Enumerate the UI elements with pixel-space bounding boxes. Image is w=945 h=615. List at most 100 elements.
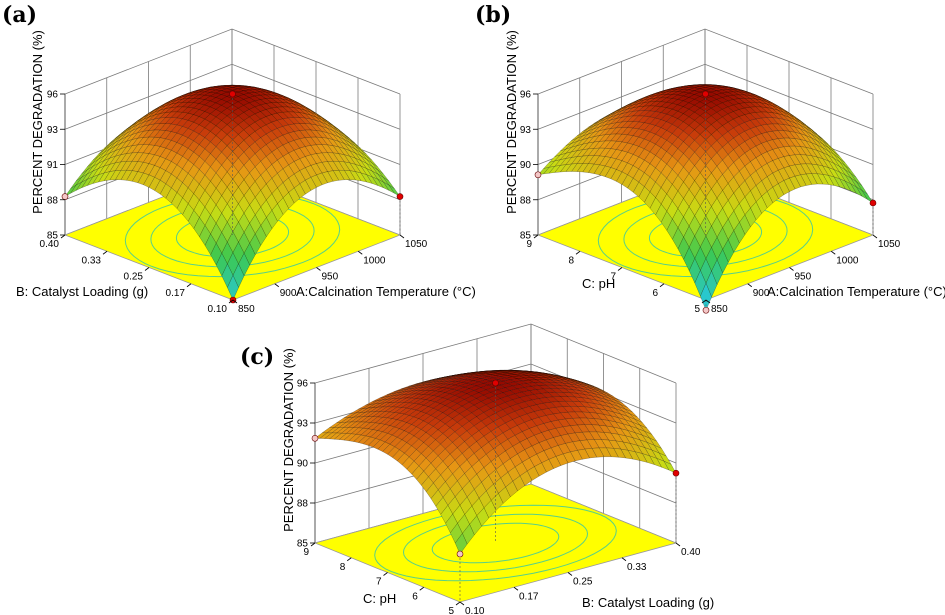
left-axis-tick-label: 0.17 — [166, 288, 186, 299]
design-point-left-corner — [61, 193, 69, 200]
contour-line — [374, 504, 617, 582]
right-axis-tick-label: 1050 — [878, 239, 901, 250]
contour-line — [402, 513, 589, 573]
z-tick-label: 88 — [47, 195, 59, 206]
right-axis-tick-mark — [789, 267, 794, 271]
left-axis-tick-mark — [617, 267, 623, 271]
left-axis-tick-label: 0.40 — [40, 239, 60, 250]
left-axis-tick-label: 9 — [526, 239, 532, 250]
left-axis-tick-label: 0.33 — [82, 255, 102, 266]
design-point-center — [492, 379, 499, 387]
left-axis-tick-mark — [701, 299, 707, 304]
panel-label: (b) — [475, 2, 511, 28]
left-axis-tick-label: 9 — [303, 547, 309, 558]
right-axis-tick-label: 1000 — [836, 255, 859, 266]
z-tick-label: 93 — [297, 419, 309, 430]
right-axis-tick-label: 0.33 — [627, 562, 647, 573]
left-axis-tick-mark — [144, 267, 150, 271]
design-point-left-corner — [311, 434, 319, 442]
contour-line — [431, 522, 560, 564]
z-tick-label: 91 — [47, 160, 59, 171]
response-surface — [314, 370, 677, 555]
right-axis-tick-label: 0.25 — [573, 577, 593, 588]
right-axis-title: A:Calcination Temperature (°C) — [767, 284, 945, 299]
right-axis-tick-label: 900 — [280, 288, 297, 299]
right-axis-tick-mark — [831, 250, 836, 255]
left-axis-tick-mark — [455, 601, 461, 606]
panel-label: (a) — [2, 2, 37, 28]
design-points — [311, 379, 680, 602]
response-surface — [537, 84, 874, 311]
left-axis-tick-label: 8 — [340, 562, 346, 573]
right-axis-tick-mark — [399, 234, 405, 239]
z-tick-label: 90 — [297, 459, 309, 470]
right-axis-tick-mark — [274, 283, 279, 288]
z-tick-label: 85 — [297, 539, 309, 550]
right-axis-tick-label: 1000 — [363, 255, 386, 266]
right-axis-tick-label: 950 — [795, 272, 812, 283]
right-floor-axis: 850 900 950 1000 1050 A:Calcination Temperatu… — [705, 234, 945, 315]
surface-cell — [454, 533, 468, 555]
design-points — [534, 90, 877, 314]
z-tick-label: 88 — [297, 499, 309, 510]
left-floor-axis: 0.10 0.17 0.25 0.33 0.40 B: Catalyst Loading … — [16, 234, 234, 315]
design-point-front-corner — [702, 306, 710, 314]
left-axis-tick-mark — [419, 586, 424, 591]
z-tick-label: 93 — [520, 125, 532, 136]
z-tick-label: 85 — [520, 231, 532, 242]
left-axis-title: C: pH — [582, 276, 615, 291]
right-axis-tick-label: 850 — [711, 304, 728, 315]
right-axis-tick-mark — [621, 557, 627, 562]
design-point-front-corner — [456, 550, 464, 558]
response-surface — [64, 84, 401, 301]
panel-label: (c) — [240, 344, 274, 370]
right-axis-tick-mark — [513, 586, 519, 591]
left-axis-title: C: pH — [363, 591, 396, 606]
left-axis-tick-mark — [60, 234, 66, 239]
left-axis-tick-mark — [102, 250, 108, 255]
left-axis-tick-label: 7 — [610, 272, 616, 283]
right-axis-tick-mark — [705, 299, 711, 304]
right-axis-tick-mark — [358, 250, 363, 255]
floor-contours — [374, 504, 617, 582]
right-axis-tick-label: 900 — [753, 288, 770, 299]
left-axis-tick-label: 8 — [568, 255, 574, 266]
z-axis-title: PERCENT DEGRADATION (%) — [504, 30, 519, 214]
design-point-right-corner — [869, 199, 877, 207]
left-axis-tick-label: 6 — [412, 591, 418, 602]
right-axis-tick-label: 1050 — [405, 239, 428, 250]
left-axis-tick-mark — [310, 542, 316, 547]
right-axis-title: B: Catalyst Loading (g) — [582, 595, 714, 610]
right-axis-tick-mark — [232, 299, 238, 304]
right-axis-tick-label: 0.17 — [519, 591, 539, 602]
z-axis-title: PERCENT DEGRADATION (%) — [281, 348, 296, 532]
right-axis-tick-mark — [316, 267, 321, 271]
right-axis-tick-label: 850 — [238, 304, 255, 315]
z-axis-title: PERCENT DEGRADATION (%) — [30, 30, 45, 214]
left-axis-tick-label: 0.10 — [208, 304, 228, 315]
left-axis-tick-mark — [659, 283, 665, 288]
right-axis-title: A:Calcination Temperature (°C) — [296, 284, 476, 299]
surface-cell — [227, 274, 239, 301]
left-axis-tick-mark — [533, 234, 539, 239]
left-axis-tick-label: 7 — [376, 577, 382, 588]
right-axis-tick-mark — [747, 283, 752, 288]
right-floor-axis: 850 900 950 1000 1050 A:Calcination Temperatu… — [232, 234, 476, 315]
right-axis-tick-mark — [675, 542, 681, 547]
right-axis-tick-mark — [567, 572, 573, 576]
left-axis-tick-mark — [383, 572, 388, 576]
design-point-center — [702, 90, 709, 98]
left-axis-tick-mark — [186, 283, 192, 288]
z-tick-label: 96 — [47, 90, 59, 101]
left-floor-axis: 5 6 7 8 9 C: pH — [526, 234, 707, 315]
z-tick-label: 93 — [47, 125, 59, 136]
wall-gridline — [64, 28, 401, 95]
right-axis-tick-label: 0.40 — [681, 547, 701, 558]
